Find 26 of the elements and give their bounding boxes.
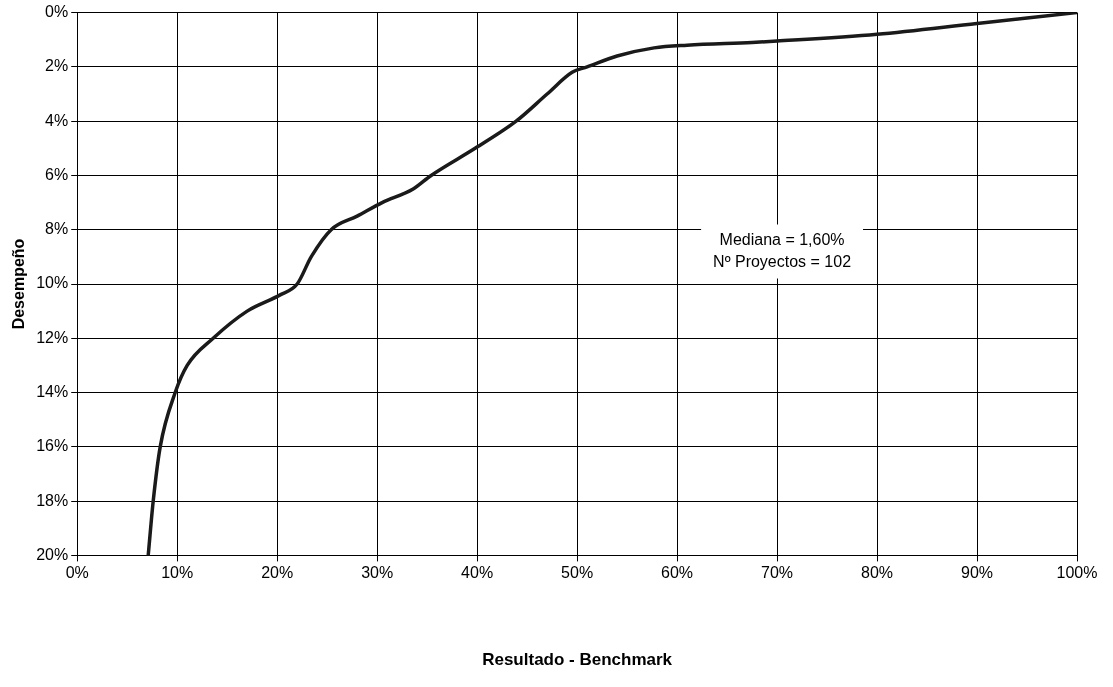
x-tick-label: 10% bbox=[161, 564, 194, 582]
x-tick-label: 90% bbox=[961, 564, 994, 582]
x-tick-label: 70% bbox=[761, 564, 794, 582]
x-tick-label: 20% bbox=[261, 564, 294, 582]
y-tick-label: 0% bbox=[45, 3, 69, 21]
x-tick-label: 100% bbox=[1056, 564, 1098, 582]
x-tick-label: 30% bbox=[361, 564, 394, 582]
x-tick-label: 50% bbox=[561, 564, 594, 582]
x-tick-label: 40% bbox=[461, 564, 494, 582]
y-tick-label: 8% bbox=[45, 220, 69, 238]
y-tick-label: 18% bbox=[36, 491, 69, 509]
y-tick-label: 4% bbox=[45, 111, 69, 129]
y-tick-label: 2% bbox=[45, 57, 69, 75]
x-tick-label: 60% bbox=[661, 564, 694, 582]
y-tick-label: 10% bbox=[36, 274, 69, 292]
y-tick-label: 14% bbox=[36, 382, 69, 400]
x-axis-title: Resultado - Benchmark bbox=[482, 650, 673, 670]
y-axis-title: Desempeño bbox=[10, 238, 28, 330]
y-tick-label: 16% bbox=[36, 437, 69, 455]
x-tick-label: 0% bbox=[65, 564, 89, 582]
annotation: Mediana = 1,60% bbox=[719, 230, 845, 248]
y-tick-label: 20% bbox=[36, 545, 69, 563]
x-tick-label: 80% bbox=[861, 564, 894, 582]
y-tick-label: 12% bbox=[36, 328, 69, 346]
annotation: Nº Proyectos = 102 bbox=[713, 252, 852, 270]
y-tick-label: 6% bbox=[45, 165, 69, 183]
